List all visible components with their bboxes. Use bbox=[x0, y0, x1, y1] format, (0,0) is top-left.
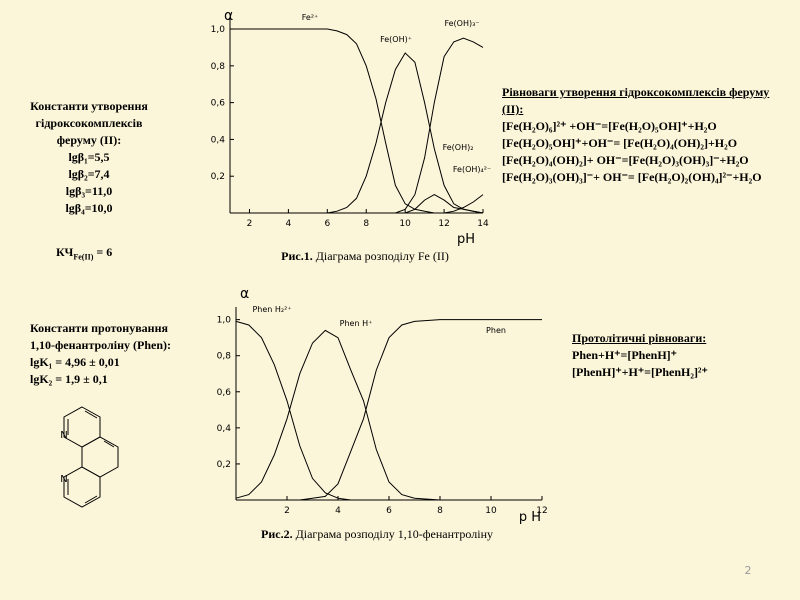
x-tick-label: 12 bbox=[438, 219, 449, 229]
text-line: Константи утворення bbox=[30, 99, 148, 113]
atom-label: N bbox=[60, 474, 67, 485]
x-tick-label: 10 bbox=[485, 506, 497, 516]
y-tick-label: 0,8 bbox=[211, 62, 226, 72]
text-line: lgK₂ = 1,9 ± 0,1 bbox=[30, 372, 108, 386]
curve-label: Fe(OH)₂ bbox=[443, 143, 474, 152]
equation: Phen+H⁺=[PhenH]⁺ bbox=[572, 348, 678, 362]
x-tick-label: 2 bbox=[284, 506, 290, 516]
x-tick-label: 14 bbox=[477, 219, 489, 229]
equation: [Fe(H₂O)₅OH]⁺+OH⁻= [Fe(H₂O)₄(OH)₂]+H₂O bbox=[502, 136, 738, 150]
caption-text: Діаграма розподілу 1,10-фенантроліну bbox=[292, 527, 493, 541]
text-line: lgβ₃=11,0 bbox=[65, 184, 113, 198]
y-tick-label: 0,8 bbox=[217, 352, 232, 362]
y-tick-label: 0,2 bbox=[211, 172, 225, 182]
x-tick-label: 4 bbox=[286, 219, 292, 229]
kch-sub: Fe(II) bbox=[73, 252, 94, 262]
y-tick-label: 0,6 bbox=[217, 388, 232, 398]
protolytic-block: Протолітичні рівноваги: Phen+H⁺=[PhenH]⁺… bbox=[572, 330, 708, 381]
curve-label: Fe(OH)₃⁻ bbox=[444, 19, 479, 28]
constants-block: Константи утворення гідроксокомплексів ф… bbox=[14, 98, 164, 217]
y-tick-label: 1,0 bbox=[217, 316, 232, 326]
text-line: lgβ₄=10,0 bbox=[65, 201, 113, 215]
protonation-block: Константи протонування 1,10-фенантроліну… bbox=[30, 320, 171, 388]
text-line: Константи протонування bbox=[30, 321, 168, 335]
x-tick-label: 8 bbox=[437, 506, 443, 516]
atom-label: N bbox=[60, 430, 67, 441]
x-tick-label: 10 bbox=[399, 219, 411, 229]
y-tick-label: 0,4 bbox=[211, 135, 226, 145]
curve bbox=[230, 28, 483, 214]
x-tick-label: 6 bbox=[386, 506, 392, 516]
coordination-number: КЧFe(II) = 6 bbox=[56, 244, 112, 265]
text-line: 1,10-фенантроліну (Phen): bbox=[30, 338, 171, 352]
y-axis-label: α bbox=[240, 286, 249, 302]
text-line: lgβ₁=5,5 bbox=[68, 150, 110, 164]
equation: [Fe(H₂O)₃(OH)₃]⁻+ OH⁻= [Fe(H₂O)₂(OH)₄]²⁻… bbox=[502, 170, 762, 184]
curve bbox=[235, 320, 542, 501]
curve bbox=[230, 194, 484, 214]
equilibria-block: Рівноваги утворення гідроксокомплексів ф… bbox=[502, 84, 792, 186]
heading: Рівноваги утворення гідроксокомплексів ф… bbox=[502, 85, 770, 116]
caption: Рис.2. Діаграма розподілу 1,10-фенантрол… bbox=[207, 527, 547, 542]
caption-number: Рис.2. bbox=[261, 527, 293, 541]
equation: [Fe(H₂O)₄(OH)₂]+ OH⁻=[Fe(H₂O)₃(OH)₃]⁻+H₂… bbox=[502, 153, 749, 167]
kch-value: = 6 bbox=[93, 245, 113, 259]
x-tick-label: 2 bbox=[247, 219, 253, 229]
y-tick-label: 0,2 bbox=[217, 460, 231, 470]
caption: Рис.1. Діаграма розподілу Fe (ІІ) bbox=[215, 249, 515, 264]
curve-label: Phen H⁺ bbox=[340, 319, 373, 328]
curve-label: Phen H₂²⁺ bbox=[252, 305, 291, 314]
x-tick-label: 4 bbox=[335, 506, 341, 516]
x-tick-label: 6 bbox=[324, 219, 330, 229]
kch: КЧ bbox=[56, 245, 74, 259]
curve bbox=[230, 52, 484, 214]
caption-text: Діаграма розподілу Fe (ІІ) bbox=[312, 249, 449, 263]
curve-label: Fe²⁺ bbox=[302, 13, 319, 22]
text-line: гідроксокомплексів bbox=[35, 116, 143, 130]
x-axis-label: pH bbox=[457, 232, 475, 247]
y-tick-label: 0,4 bbox=[217, 424, 232, 434]
y-tick-label: 1,0 bbox=[211, 25, 226, 35]
curve-label: Fe(OH)₄²⁻ bbox=[453, 165, 491, 174]
caption-number: Рис.1. bbox=[281, 249, 313, 263]
x-tick-label: 12 bbox=[536, 506, 547, 516]
x-axis-label: p H bbox=[519, 510, 541, 525]
page-number: 2 bbox=[745, 564, 752, 577]
y-tick-label: 0,6 bbox=[211, 99, 226, 109]
x-tick-label: 8 bbox=[363, 219, 369, 229]
heading: Протолітичні рівноваги: bbox=[572, 331, 707, 345]
phenanthroline-structure bbox=[63, 406, 119, 508]
text-line: феруму (ІІ): bbox=[56, 133, 122, 147]
text-line: lgβ₂=7,4 bbox=[68, 167, 110, 181]
y-axis-label: α bbox=[224, 8, 233, 24]
curve bbox=[236, 319, 542, 501]
curve-label: Fe(OH)⁺ bbox=[380, 35, 412, 44]
text-line: lgK₁ = 4,96 ± 0,01 bbox=[30, 355, 120, 369]
curve-label: Phen bbox=[486, 326, 506, 335]
curve bbox=[235, 329, 542, 501]
equation: [PhenH]⁺+H⁺=[PhenH₂]²⁺ bbox=[572, 365, 708, 379]
equation: [Fe(H₂O)₆]²⁺ +OH⁻=[Fe(H₂O)₅OH]⁺+H₂O bbox=[502, 119, 717, 133]
